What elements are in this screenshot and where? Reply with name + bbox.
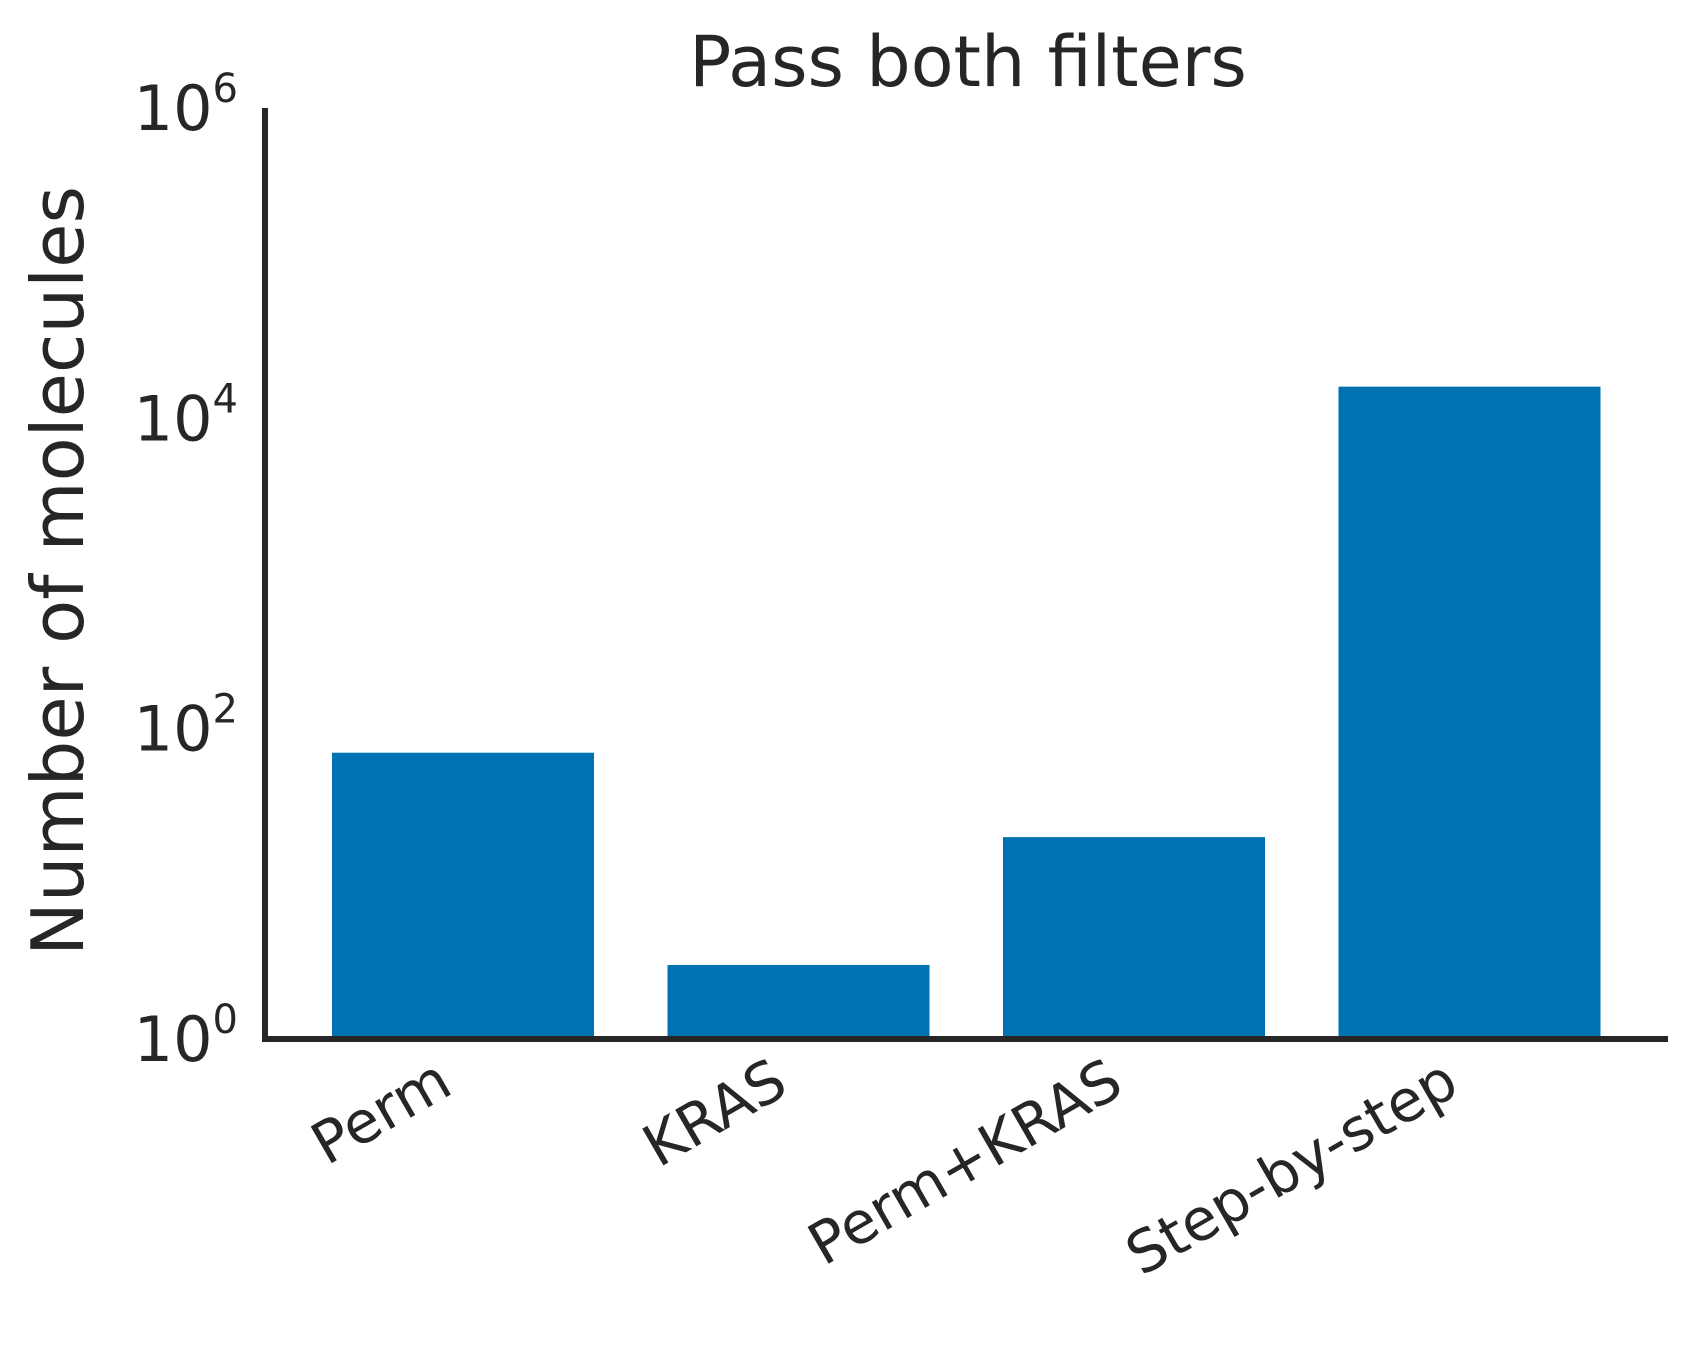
bar-step-by-step: [1338, 386, 1601, 1039]
chart-title: Pass both filters: [689, 21, 1247, 103]
y-tick-label: 106: [134, 66, 238, 145]
x-tick-label: Step-by-step: [1115, 1045, 1469, 1289]
bar-perm: [332, 752, 594, 1039]
y-axis-label: Number of molecules: [16, 186, 100, 956]
bar-kras: [667, 964, 930, 1039]
x-tick-label: Perm+KRAS: [797, 1045, 1133, 1278]
y-tick-label: 104: [134, 376, 238, 455]
bars-group: [332, 386, 1601, 1039]
x-tick-label: KRAS: [631, 1045, 797, 1180]
y-tick-label: 100: [134, 997, 238, 1076]
y-tick-label: 102: [134, 687, 238, 766]
bar-perm-kras: [1003, 837, 1265, 1039]
x-tick-label: Perm: [300, 1045, 462, 1178]
y-tick-labels: 100 102 104 106: [134, 66, 238, 1076]
